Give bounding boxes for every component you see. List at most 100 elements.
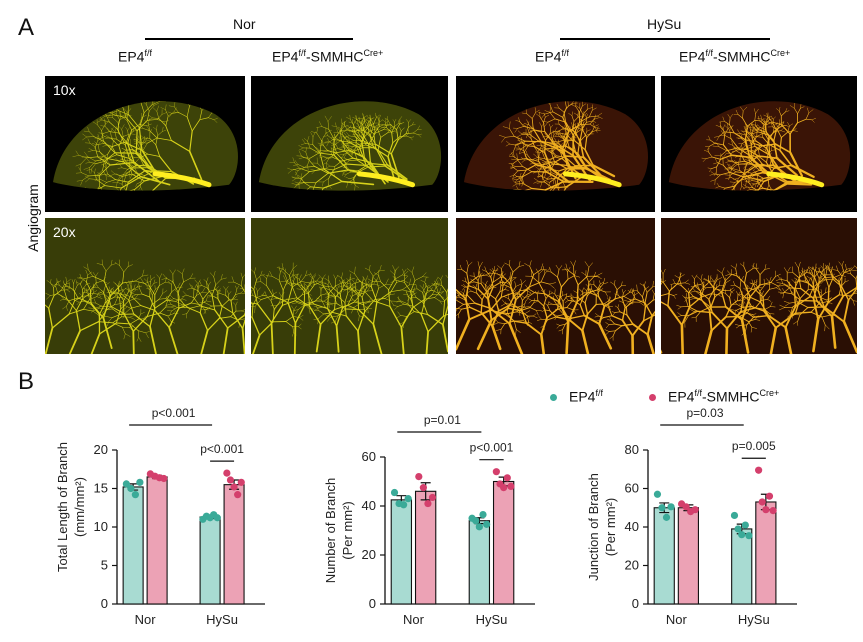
chart-junction-of-branch: 0 20 40 60 80 Junction of Branch (Per mm²) Nor H… [586,406,797,627]
data-point [415,473,423,481]
bar [390,499,413,605]
data-point [419,484,427,492]
angiogram-nor-ctrl-20x: 20x [45,218,245,354]
bar [755,501,777,605]
y-tick-label: 60 [362,449,376,464]
bar [146,476,168,605]
y-axis-unit: (Per mm²) [340,501,355,560]
x-tick-label: HySu [476,612,508,627]
panel-a-letter: A [18,14,35,41]
data-point [758,498,766,506]
y-axis-label: Total Length of Branch [55,442,70,572]
legend-marker-cko [649,394,656,402]
y-tick-label: 0 [632,596,639,611]
x-tick-label: Nor [403,612,425,627]
angiogram-nor-cko-10x [251,76,448,212]
col-header-hysu-cko: EP4f/f-SMMHCCre+ [679,48,791,65]
data-point [136,478,144,486]
angiogram-hysu-cko-20x [661,218,857,354]
group-label-nor: Nor [233,16,256,32]
significance-label: p=0.03 [686,406,723,420]
data-point [745,532,753,540]
y-tick-label: 0 [369,596,376,611]
col-header-nor-cko: EP4f/f-SMMHCCre+ [272,48,384,65]
significance-label: p=0.005 [732,439,776,453]
data-point [234,491,242,499]
bar [122,486,144,605]
data-point [160,474,168,483]
data-point [691,506,699,514]
bar [731,528,753,605]
data-point [404,495,412,503]
data-point [479,510,487,519]
data-point [122,480,130,488]
data-point [237,478,245,486]
angiogram-hysu-ctrl-20x [456,218,655,354]
angiogram-nor-cko-20x [251,218,448,354]
y-axis-label: Number of Branch [323,478,338,584]
data-point [662,513,671,521]
angiogram-hysu-cko-10x [661,76,857,212]
bar [414,490,437,605]
panel-b-letter: B [18,368,35,395]
legend-item-cko: EP4f/f-SMMHCCre+ [649,388,779,405]
x-tick-label: Nor [135,612,157,627]
y-tick-label: 60 [625,481,639,496]
bar [677,507,699,605]
data-point [500,484,508,492]
y-axis-label: Junction of Branch [586,473,601,581]
data-point [730,511,739,520]
angiogram-nor-ctrl-10x: 10x [45,76,245,212]
group-line-nor [145,38,353,40]
data-point [765,492,774,500]
bar [199,516,221,605]
data-point [400,501,408,509]
y-tick-label: 40 [362,498,376,513]
angiogram-texture [661,218,857,354]
mag-label-10x: 10x [53,82,76,98]
y-tick-label: 0 [101,596,108,611]
data-point [741,521,749,529]
data-point [230,483,238,491]
bar [223,484,245,605]
angiogram-texture [53,101,238,191]
x-tick-label: HySu [206,612,238,627]
data-point [734,525,742,533]
data-point [223,469,231,477]
data-point [503,474,511,482]
data-point [507,482,515,490]
data-point [127,484,135,493]
bar [653,507,675,605]
y-axis-unit: (Per mm²) [603,498,618,557]
y-tick-label: 20 [94,442,108,457]
y-tick-label: 20 [625,558,639,573]
chart-total-length: 0 5 10 15 20 Total Length of Branch (mm/mm²) No… [55,406,265,627]
data-point [131,491,139,499]
angiogram-texture [45,218,245,354]
data-point [428,493,437,502]
angiogram-hysu-ctrl-10x [456,76,655,212]
data-point [483,520,491,528]
data-point [769,507,777,515]
y-tick-label: 15 [94,481,108,496]
data-point [475,523,483,531]
data-point [424,499,432,508]
y-tick-label: 5 [101,558,108,573]
angiogram-texture [258,101,442,191]
y-tick-label: 20 [362,547,376,562]
data-point [738,531,746,539]
bar [492,480,515,605]
data-point [653,490,662,498]
data-point [213,514,221,522]
data-point [492,468,500,476]
mag-label-20x: 20x [53,224,76,240]
angiogram-texture [251,218,448,354]
angiogram-texture [456,218,655,354]
data-point [658,504,666,512]
data-point [682,503,690,511]
y-axis-unit: (mm/mm²) [72,477,87,537]
x-tick-label: HySu [738,612,770,627]
col-header-nor-ctrl: EP4f/f [118,48,152,65]
significance-label: p<0.001 [200,442,244,456]
